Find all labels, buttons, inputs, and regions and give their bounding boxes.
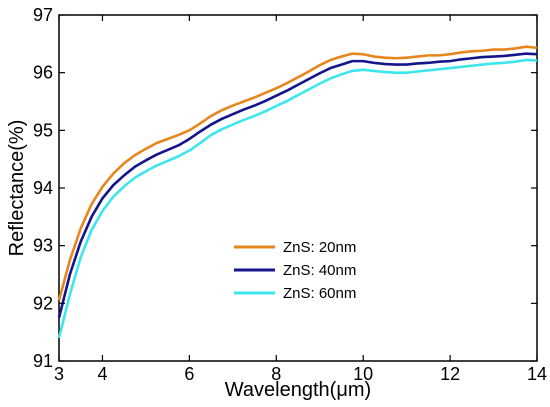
series-layer [57,45,538,339]
y-tick-label: 94 [33,178,53,198]
x-tick-label: 3 [54,364,64,384]
series-line-3 [57,58,538,339]
series-line-2 [57,52,538,319]
y-tick-label: 92 [33,293,53,313]
y-tick-label: 91 [33,351,53,371]
x-axis-label: Wavelength(μm) [225,379,371,401]
x-axis: 3 4 6 8 10 12 14 [54,15,547,384]
x-tick-label: 8 [271,364,281,384]
y-tick-label: 97 [33,5,53,25]
legend-label-3: ZnS: 60nm [283,285,356,302]
y-tick-label: 93 [33,236,53,256]
legend: ZnS: 20nm ZnS: 40nm ZnS: 60nm [234,239,356,302]
legend-label-1: ZnS: 20nm [283,239,356,256]
y-tick-label: 96 [33,63,53,83]
legend-label-2: ZnS: 40nm [283,262,356,279]
series-line-1 [57,45,538,301]
x-tick-label: 14 [527,364,547,384]
y-tick-label: 95 [33,120,53,140]
x-tick-label: 10 [353,364,373,384]
y-axis: 91 92 93 94 95 96 97 [33,5,537,371]
x-tick-label: 12 [440,364,460,384]
x-tick-label: 4 [97,364,107,384]
x-tick-label: 6 [184,364,194,384]
y-axis-label: Reflectance(%) [6,120,28,257]
